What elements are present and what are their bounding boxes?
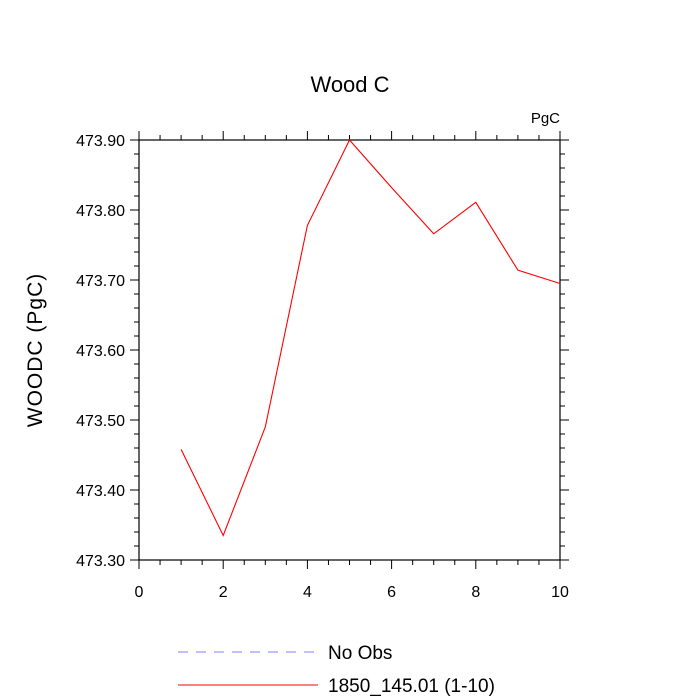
legend: No Obs 1850_145.01 (1-10) [178,643,495,697]
legend-label: 1850_145.01 (1-10) [328,676,495,697]
y-tick-label: 473.60 [76,343,125,360]
y-tick-label: 473.80 [76,203,125,220]
plot-frame [138,139,561,561]
units-label: PgC [531,110,560,127]
plot-series [180,139,561,537]
x-tick-label: 4 [303,584,312,601]
x-tick-label: 10 [551,584,569,601]
x-tick-label: 0 [135,584,144,601]
x-tick-label: 8 [471,584,480,601]
plot-axes: 473.30 473.40 473.50 473.60 473.70 473.80 473.… [76,131,569,601]
x-tick-label: 2 [219,584,228,601]
series-line [180,139,561,537]
y-tick-label: 473.40 [76,483,125,500]
chart-title: Wood C [310,72,389,97]
y-tick-label: 473.30 [76,553,125,570]
y-tick-label: 473.90 [76,133,125,150]
x-tick-label: 6 [387,584,396,601]
y-tick-label: 473.50 [76,413,125,430]
legend-label: No Obs [328,643,392,664]
y-axis-label: WOODC (PgC) [24,273,47,428]
y-tick-label: 473.70 [76,273,125,290]
